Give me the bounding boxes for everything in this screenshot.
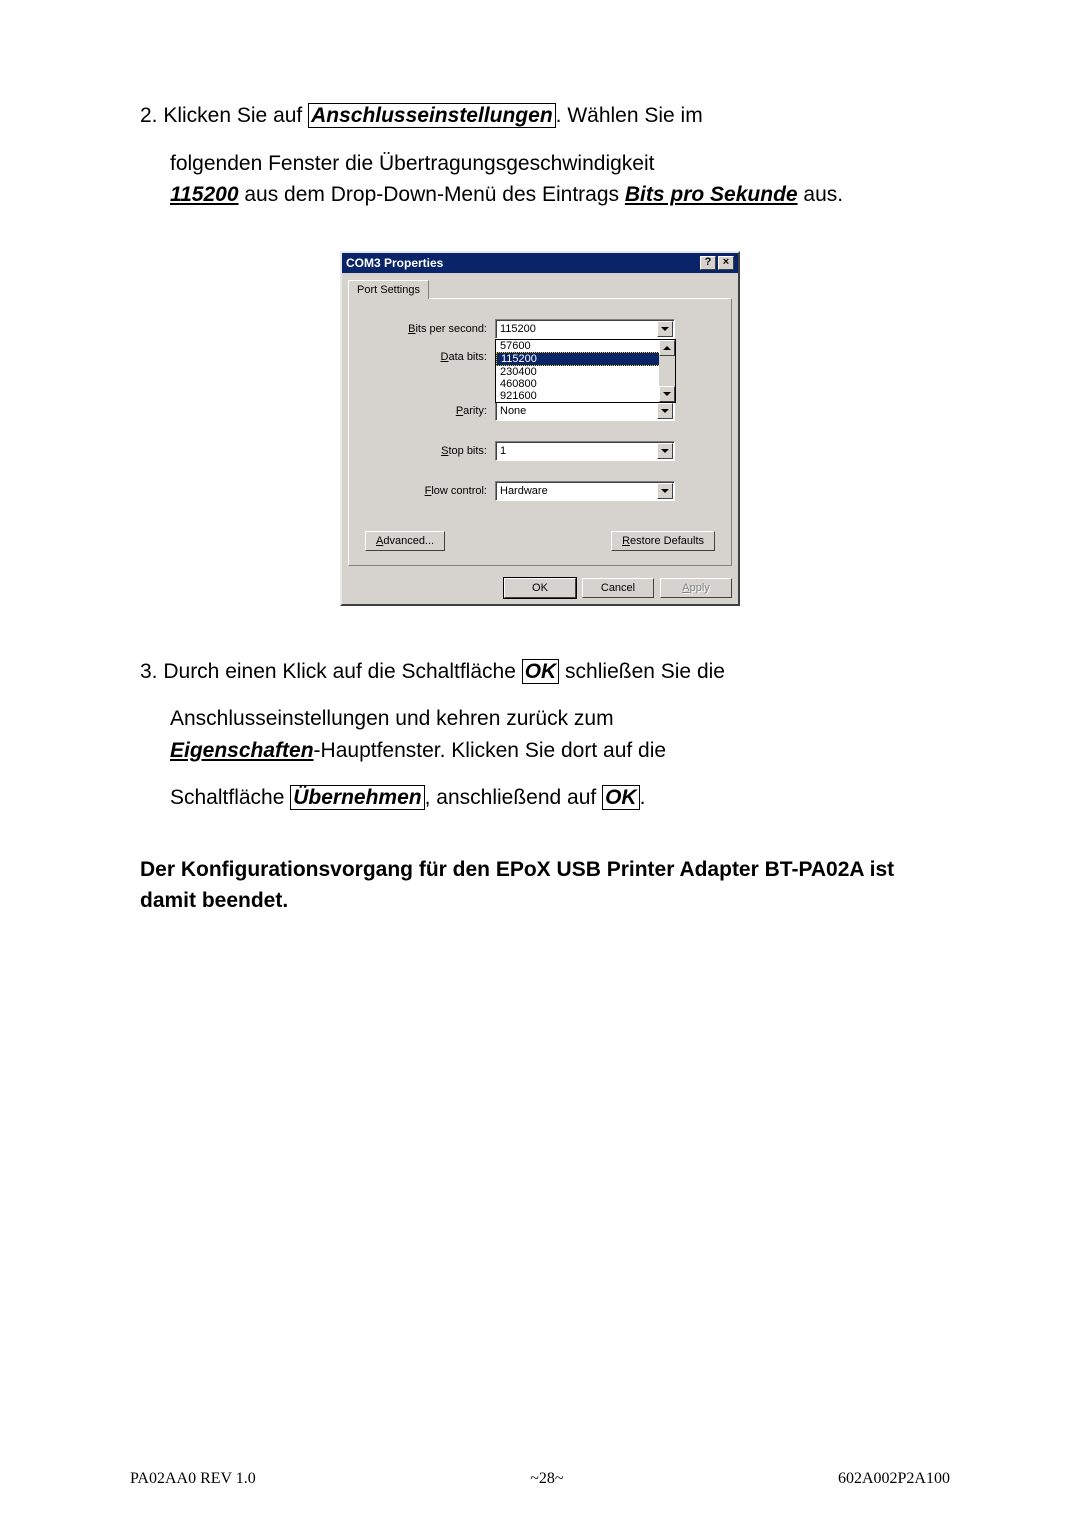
apply-button: Apply [660, 578, 732, 598]
footer-right: 602A002P2A100 [838, 1470, 950, 1488]
step2-line2b: aus dem Drop-Down-Menü des Eintrags [239, 183, 625, 206]
step3-line2b: -Hauptfenster. Klicken Sie dort auf die [314, 739, 667, 762]
help-icon[interactable]: ? [700, 256, 716, 270]
combo-parity[interactable]: None [495, 401, 675, 421]
dialog-container: COM3 Properties ? × Port Settings Bits p… [130, 251, 950, 606]
page-footer: PA02AA0 REV 1.0 ~28~ 602A002P2A100 [130, 1470, 950, 1488]
footer-left: PA02AA0 REV 1.0 [130, 1470, 256, 1488]
combo-flow-control[interactable]: Hardware [495, 481, 675, 501]
settings-panel: Bits per second: 115200 57600 115200 230… [348, 298, 732, 566]
kw-bits-pro-sekunde: Bits pro Sekunde [625, 183, 798, 206]
final-statement: Der Konfigurationsvorgang für den EPoX U… [130, 854, 950, 917]
scroll-up-icon[interactable] [659, 340, 675, 356]
restore-defaults-button[interactable]: Restore Defaults [611, 531, 715, 551]
kw-uebernehmen: Übernehmen [290, 785, 424, 810]
row-parity: Parity: None [365, 401, 715, 421]
step3-prefix: 3. Durch einen Klick auf die Schaltfläch… [140, 660, 522, 683]
panel-button-row: Advanced... Restore Defaults [365, 531, 715, 551]
step3-line3b: , anschließend auf [425, 786, 602, 809]
step2-text: 2. Klicken Sie auf Anschlusseinstellunge… [130, 100, 950, 211]
chevron-down-icon[interactable] [657, 403, 673, 419]
step3-line3a: Schaltfläche [170, 786, 290, 809]
bps-dropdown-list[interactable]: 57600 115200 230400 460800 921600 [495, 339, 676, 403]
tab-row: Port Settings [342, 273, 738, 298]
label-stop-bits: Stop bits: [365, 445, 495, 457]
step3-line3c: . [640, 786, 646, 809]
advanced-button[interactable]: Advanced... [365, 531, 445, 551]
step3-text: 3. Durch einen Klick auf die Schaltfläch… [130, 656, 950, 814]
combo-stop-value: 1 [500, 445, 506, 457]
dropdown-scrollbar[interactable] [659, 340, 675, 402]
cancel-button[interactable]: Cancel [582, 578, 654, 598]
kw-anschluss: Anschlusseinstellungen [308, 103, 556, 128]
bps-option[interactable]: 230400 [496, 366, 675, 378]
tab-port-settings[interactable]: Port Settings [348, 280, 429, 299]
row-flow-control: Flow control: Hardware [365, 481, 715, 501]
close-icon[interactable]: × [718, 256, 734, 270]
combo-parity-value: None [500, 405, 526, 417]
label-parity: Parity: [365, 405, 495, 417]
dialog-title: COM3 Properties [346, 256, 443, 270]
row-bits-per-second: Bits per second: 115200 57600 115200 230… [365, 319, 715, 339]
bps-option[interactable]: 460800 [496, 378, 675, 390]
step2-val: 115200 [170, 183, 239, 206]
bps-option-selected[interactable]: 115200 [496, 352, 675, 366]
combo-bits-per-second[interactable]: 115200 57600 115200 230400 460800 921600 [495, 319, 675, 339]
ok-button[interactable]: OK [504, 578, 576, 598]
bps-option[interactable]: 921600 [496, 390, 675, 402]
row-stop-bits: Stop bits: 1 [365, 441, 715, 461]
label-bps: Bits per second: [365, 323, 495, 335]
step2-after1: . Wählen Sie im [556, 104, 703, 127]
chevron-down-icon[interactable] [657, 443, 673, 459]
step3-line2: Anschlusseinstellungen und kehren zurück… [170, 707, 614, 730]
chevron-down-icon[interactable] [657, 483, 673, 499]
step2-prefix: 2. Klicken Sie auf [140, 104, 308, 127]
step2-line2a: folgenden Fenster die Übertragungsgeschw… [170, 152, 654, 175]
scroll-down-icon[interactable] [659, 386, 675, 402]
kw-ok2: OK [602, 785, 640, 810]
com3-properties-dialog: COM3 Properties ? × Port Settings Bits p… [340, 251, 740, 606]
chevron-down-icon[interactable] [657, 321, 673, 337]
combo-bps-value: 115200 [500, 323, 536, 335]
label-flow-control: Flow control: [365, 485, 495, 497]
step3-after1: schließen Sie die [559, 660, 725, 683]
combo-stop-bits[interactable]: 1 [495, 441, 675, 461]
titlebar: COM3 Properties ? × [342, 253, 738, 273]
combo-flow-value: Hardware [500, 485, 548, 497]
kw-eigenschaften: Eigenschaften [170, 739, 314, 762]
step2-line2c: aus. [798, 183, 844, 206]
footer-center: ~28~ [530, 1470, 563, 1488]
dialog-button-row: OK Cancel Apply [342, 572, 738, 604]
kw-ok: OK [522, 659, 560, 684]
bps-option[interactable]: 57600 [496, 340, 675, 352]
label-data-bits: Data bits: [365, 351, 495, 363]
